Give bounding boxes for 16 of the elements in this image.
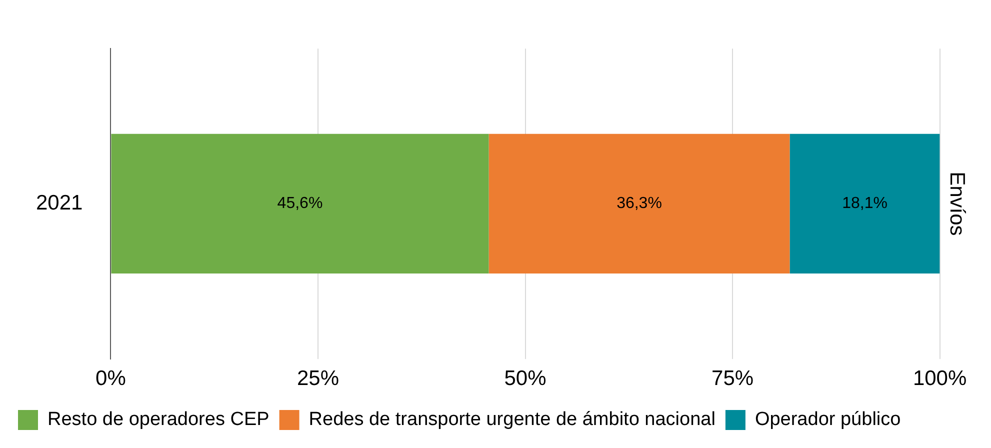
bar — [488, 134, 790, 274]
x-tick-label: 25% — [296, 367, 340, 390]
y2-axis-title: Envíos — [946, 172, 969, 236]
data-label: 45,6% — [277, 195, 323, 212]
legend-label: Redes de transporte urgente de ámbito nacional — [308, 409, 716, 430]
x-tick-label: 50% — [504, 367, 546, 390]
y-tick-label: 2021 — [36, 191, 83, 214]
x-tick-label: 75% — [712, 367, 754, 390]
x-tick-label: 100% — [912, 367, 967, 390]
data-label: 36,3% — [616, 195, 662, 212]
bar — [111, 134, 489, 274]
data-label: 18,1% — [842, 195, 888, 212]
legend-label: Operador público — [754, 409, 901, 430]
bar — [790, 134, 940, 274]
legend-label: Resto de operadores CEP — [48, 409, 270, 430]
x-tick-label: 0% — [96, 367, 126, 390]
